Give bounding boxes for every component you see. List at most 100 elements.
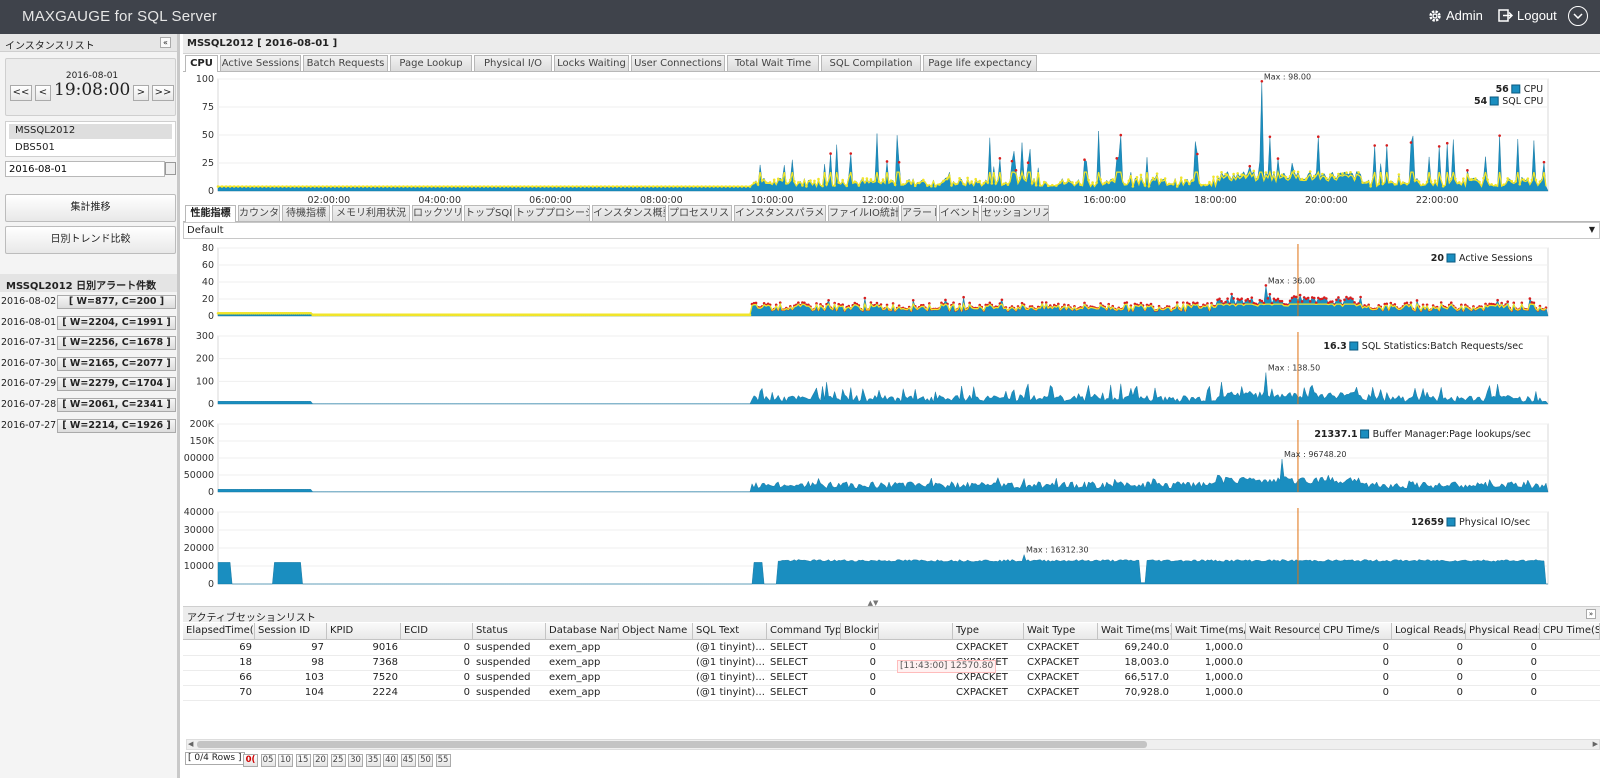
tab-perf-12[interactable]: イベント: [939, 205, 979, 221]
admin-button[interactable]: Admin: [1428, 8, 1483, 23]
page-button[interactable]: 40: [383, 754, 398, 767]
tab-user-connections[interactable]: User Connections: [631, 55, 725, 71]
series-point: [1339, 299, 1342, 303]
alert-count-bar[interactable]: [ W=2256, C=1678 ]: [57, 336, 176, 351]
session-collapse-button[interactable]: »: [1586, 609, 1596, 619]
tab-perf-0[interactable]: 性能指標: [185, 205, 236, 222]
column-header[interactable]: CPU Time(Sig: [1540, 623, 1600, 640]
series-point: [1115, 157, 1119, 160]
alert-count-bar[interactable]: [ W=2279, C=1704 ]: [57, 377, 176, 392]
column-header[interactable]: Blocking: [841, 623, 879, 640]
logout-button[interactable]: Logout: [1498, 8, 1557, 23]
series-point: [1359, 295, 1362, 299]
page-button[interactable]: 15: [295, 754, 311, 767]
column-header[interactable]: Wait Resource: [1246, 623, 1320, 640]
tab-batch-requests[interactable]: Batch Requests: [303, 55, 388, 71]
date-input[interactable]: [5, 161, 165, 177]
tab-perf-13[interactable]: セッションリスト: [981, 205, 1049, 221]
tab-active-sessions[interactable]: Active Sessions: [220, 55, 301, 71]
alert-count-bar[interactable]: [ W=877, C=200 ]: [57, 295, 176, 309]
horizontal-scrollbar[interactable]: ◀ ▶: [186, 739, 1600, 750]
column-header[interactable]: [879, 623, 953, 640]
column-header[interactable]: CPU Time/s: [1320, 623, 1392, 640]
alert-count-bar[interactable]: [ W=2214, C=1926 ]: [57, 418, 176, 433]
series-point: [865, 177, 869, 180]
tab-perf-3[interactable]: メモリ利用状況: [332, 205, 410, 221]
series-point: [1385, 144, 1389, 147]
scrollbar-thumb[interactable]: [197, 741, 1147, 748]
alert-count-bar[interactable]: [ W=2165, C=2077 ]: [57, 356, 176, 371]
column-header[interactable]: Logical Reads/s: [1392, 623, 1466, 640]
summary-trend-button[interactable]: 集計推移: [5, 194, 176, 222]
profile-select[interactable]: Default ▼: [183, 222, 1600, 239]
series-point: [911, 298, 915, 302]
tab-perf-1[interactable]: カウンタ: [238, 205, 280, 221]
column-header[interactable]: Session ID: [255, 623, 327, 640]
splitter-handle[interactable]: ▲▼: [867, 599, 879, 607]
tab-perf-8[interactable]: プロセスリスト: [668, 205, 732, 221]
tab-perf-9[interactable]: インスタンスパラメータ: [734, 205, 826, 221]
page-button[interactable]: 05: [260, 754, 276, 767]
scroll-left-icon[interactable]: ◀: [188, 740, 194, 748]
tab-perf-6[interactable]: トッププロシージャ: [514, 205, 590, 221]
column-header[interactable]: KPID: [327, 623, 401, 640]
column-header[interactable]: Database Name: [546, 623, 619, 640]
tab-page-lookup[interactable]: Page Lookup: [390, 55, 472, 71]
calendar-icon[interactable]: [165, 162, 176, 175]
scroll-right-icon[interactable]: ▶: [1592, 740, 1598, 748]
nav-prev-button[interactable]: <: [35, 85, 51, 101]
page-button[interactable]: 50: [418, 754, 433, 767]
alert-count-bar[interactable]: [ W=2204, C=1991 ]: [57, 315, 176, 330]
page-button[interactable]: 0(: [243, 754, 258, 767]
table-row[interactable]: 18 98 7368 0 suspended exem_app (@1 tinyint)..…: [183, 656, 1600, 671]
column-header[interactable]: Wait Type: [1024, 623, 1098, 640]
series-point: [881, 178, 885, 181]
tab-total-wait-time[interactable]: Total Wait Time: [727, 55, 819, 71]
y-tick-label: 100: [196, 376, 214, 387]
series-point: [1466, 169, 1469, 172]
column-header[interactable]: SQL Text: [693, 623, 767, 640]
table-row[interactable]: 66 103 7520 0 suspended exem_app (@1 tinyint).…: [183, 671, 1600, 686]
tab-perf-2[interactable]: 待機指標: [282, 205, 330, 221]
column-header[interactable]: Type: [953, 623, 1024, 640]
tab-physical-i-o[interactable]: Physical I/O: [474, 55, 552, 71]
instance-item-mssql2012[interactable]: MSSQL2012: [9, 124, 172, 139]
tab-sql-compilation[interactable]: SQL Compilation: [821, 55, 921, 71]
y-tick-label: 150K: [190, 436, 215, 447]
column-header[interactable]: Wait Time(ms): [1098, 623, 1172, 640]
page-button[interactable]: 45: [400, 754, 416, 767]
daily-trend-compare-button[interactable]: 日別トレンド比較: [5, 226, 176, 254]
page-button[interactable]: 10: [278, 754, 293, 767]
instance-item-dbs501[interactable]: DBS501: [15, 142, 55, 153]
tab-perf-11[interactable]: アラート: [901, 205, 937, 221]
tab-perf-4[interactable]: ロックツリー: [412, 205, 462, 221]
tab-cpu[interactable]: CPU: [185, 55, 218, 72]
tab-perf-10[interactable]: ファイルIO統計: [828, 205, 899, 221]
column-header[interactable]: Object Name: [619, 623, 693, 640]
series-area-page: [217, 459, 1549, 493]
column-header[interactable]: Command Type: [767, 623, 841, 640]
column-header[interactable]: Physical Reads/s: [1466, 623, 1540, 640]
tab-page-life-expectancy[interactable]: Page life expectancy: [923, 55, 1037, 71]
column-header[interactable]: ECID: [401, 623, 473, 640]
page-button[interactable]: 35: [365, 754, 381, 767]
menu-chevron-button[interactable]: [1568, 6, 1588, 26]
tab-locks-waiting[interactable]: Locks Waiting: [554, 55, 629, 71]
tab-perf-7[interactable]: インスタンス概要: [592, 205, 666, 221]
column-header[interactable]: ElapsedTime(s): [183, 623, 255, 640]
table-row[interactable]: 70 104 2224 0 suspended exem_app (@1 tinyint).…: [183, 686, 1600, 701]
page-button[interactable]: 20: [313, 754, 328, 767]
sidebar-collapse-button[interactable]: «: [160, 37, 171, 48]
nav-next-button[interactable]: >: [133, 85, 149, 101]
page-button[interactable]: 25: [330, 754, 346, 767]
column-header[interactable]: Wait Time(ms/s): [1172, 623, 1246, 640]
page-button[interactable]: 55: [435, 754, 451, 767]
series-point: [1335, 298, 1338, 302]
alert-count-bar[interactable]: [ W=2061, C=2341 ]: [57, 398, 176, 412]
column-header[interactable]: Status: [473, 623, 546, 640]
tab-perf-5[interactable]: トップSQL: [464, 205, 512, 221]
table-row[interactable]: 69 97 9016 0 suspended exem_app (@1 tinyint)..…: [183, 641, 1600, 656]
page-button[interactable]: 30: [348, 754, 363, 767]
nav-last-button[interactable]: >>: [152, 85, 174, 101]
nav-first-button[interactable]: <<: [10, 85, 32, 101]
